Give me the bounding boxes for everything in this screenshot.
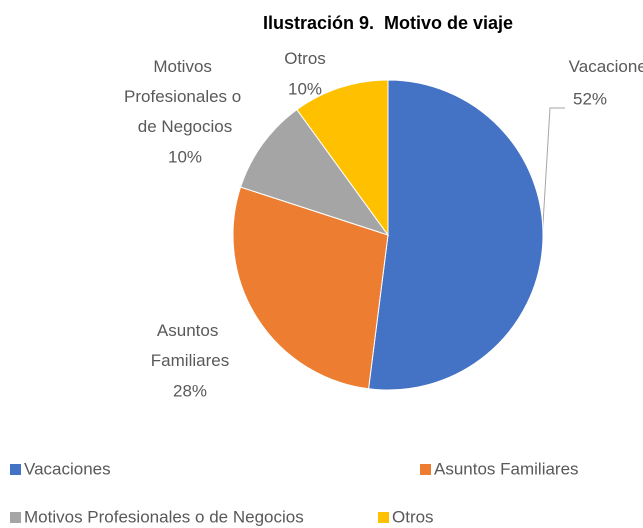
legend-label: Vacaciones xyxy=(24,459,111,478)
legend-swatch xyxy=(10,512,21,523)
leader-line xyxy=(541,107,565,241)
data-label-name: Vacaciones xyxy=(569,57,643,76)
data-label-value: 28% xyxy=(173,381,207,400)
pie-slice xyxy=(296,79,389,237)
legend-swatch xyxy=(10,464,21,475)
legend-label: Motivos Profesionales o de Negocios xyxy=(24,507,304,526)
data-label-value: 10% xyxy=(168,147,202,166)
data-label-value: 52% xyxy=(573,89,607,108)
legend-swatch xyxy=(420,464,431,475)
data-label-name: Motivos Profesionales o de Negocios xyxy=(124,57,246,136)
pie-slice xyxy=(239,108,390,236)
legend-label: Otros xyxy=(392,507,434,526)
data-label-value: 10% xyxy=(288,79,322,98)
pie-slice xyxy=(368,79,544,391)
data-label-name: Asuntos Familiares xyxy=(151,321,229,370)
data-label-name: Otros xyxy=(284,49,326,68)
pie-slice xyxy=(232,186,389,390)
legend-label: Asuntos Familiares xyxy=(434,459,579,478)
chart-title: Ilustración 9. Motivo de viaje xyxy=(263,13,513,33)
legend-swatch xyxy=(378,512,389,523)
